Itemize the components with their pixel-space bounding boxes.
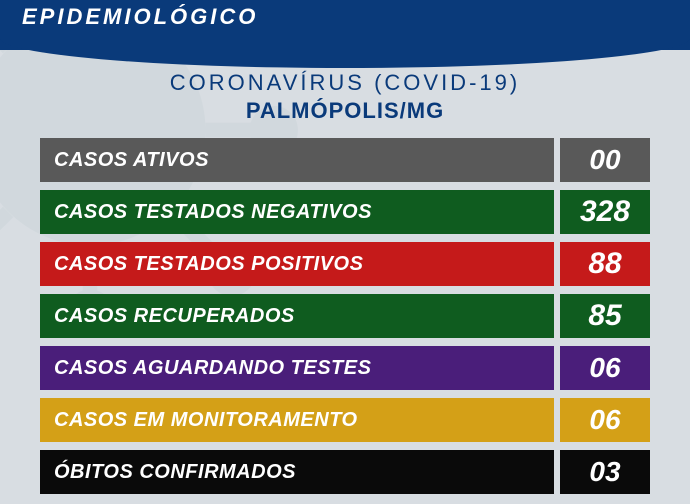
stat-row: CASOS AGUARDANDO TESTES 06 bbox=[40, 346, 650, 390]
stat-value: 03 bbox=[589, 456, 620, 488]
stat-value: 00 bbox=[589, 144, 620, 176]
stat-label: CASOS EM MONITORAMENTO bbox=[40, 398, 554, 442]
stat-row: ÓBITOS CONFIRMADOS 03 bbox=[40, 450, 650, 494]
stat-row: CASOS TESTADOS NEGATIVOS 328 bbox=[40, 190, 650, 234]
stat-value: 88 bbox=[588, 247, 621, 281]
stat-value: 06 bbox=[589, 352, 620, 384]
stat-value: 85 bbox=[588, 299, 621, 333]
stat-row: CASOS RECUPERADOS 85 bbox=[40, 294, 650, 338]
stat-label: CASOS TESTADOS POSITIVOS bbox=[40, 242, 554, 286]
stats-rows: CASOS ATIVOS 00 CASOS TESTADOS NEGATIVOS 32… bbox=[0, 138, 690, 494]
stat-value: 328 bbox=[580, 195, 630, 229]
stat-label: CASOS ATIVOS bbox=[40, 138, 554, 182]
stat-label: CASOS TESTADOS NEGATIVOS bbox=[40, 190, 554, 234]
stat-label: CASOS AGUARDANDO TESTES bbox=[40, 346, 554, 390]
stat-value-box: 00 bbox=[560, 138, 650, 182]
stat-value-box: 328 bbox=[560, 190, 650, 234]
stat-value-box: 03 bbox=[560, 450, 650, 494]
stat-value: 06 bbox=[589, 404, 620, 436]
stat-label: ÓBITOS CONFIRMADOS bbox=[40, 450, 554, 494]
stat-row: CASOS ATIVOS 00 bbox=[40, 138, 650, 182]
stat-value-box: 85 bbox=[560, 294, 650, 338]
subtitle: PALMÓPOLIS/MG bbox=[0, 98, 690, 124]
stat-value-box: 06 bbox=[560, 398, 650, 442]
header-partial-text: EPIDEMIOLÓGICO bbox=[22, 4, 258, 30]
stat-value-box: 88 bbox=[560, 242, 650, 286]
stat-row: CASOS TESTADOS POSITIVOS 88 bbox=[40, 242, 650, 286]
title: CORONAVÍRUS (COVID-19) bbox=[0, 70, 690, 96]
stat-label: CASOS RECUPERADOS bbox=[40, 294, 554, 338]
stat-value-box: 06 bbox=[560, 346, 650, 390]
content: CORONAVÍRUS (COVID-19) PALMÓPOLIS/MG CAS… bbox=[0, 70, 690, 502]
stat-row: CASOS EM MONITORAMENTO 06 bbox=[40, 398, 650, 442]
